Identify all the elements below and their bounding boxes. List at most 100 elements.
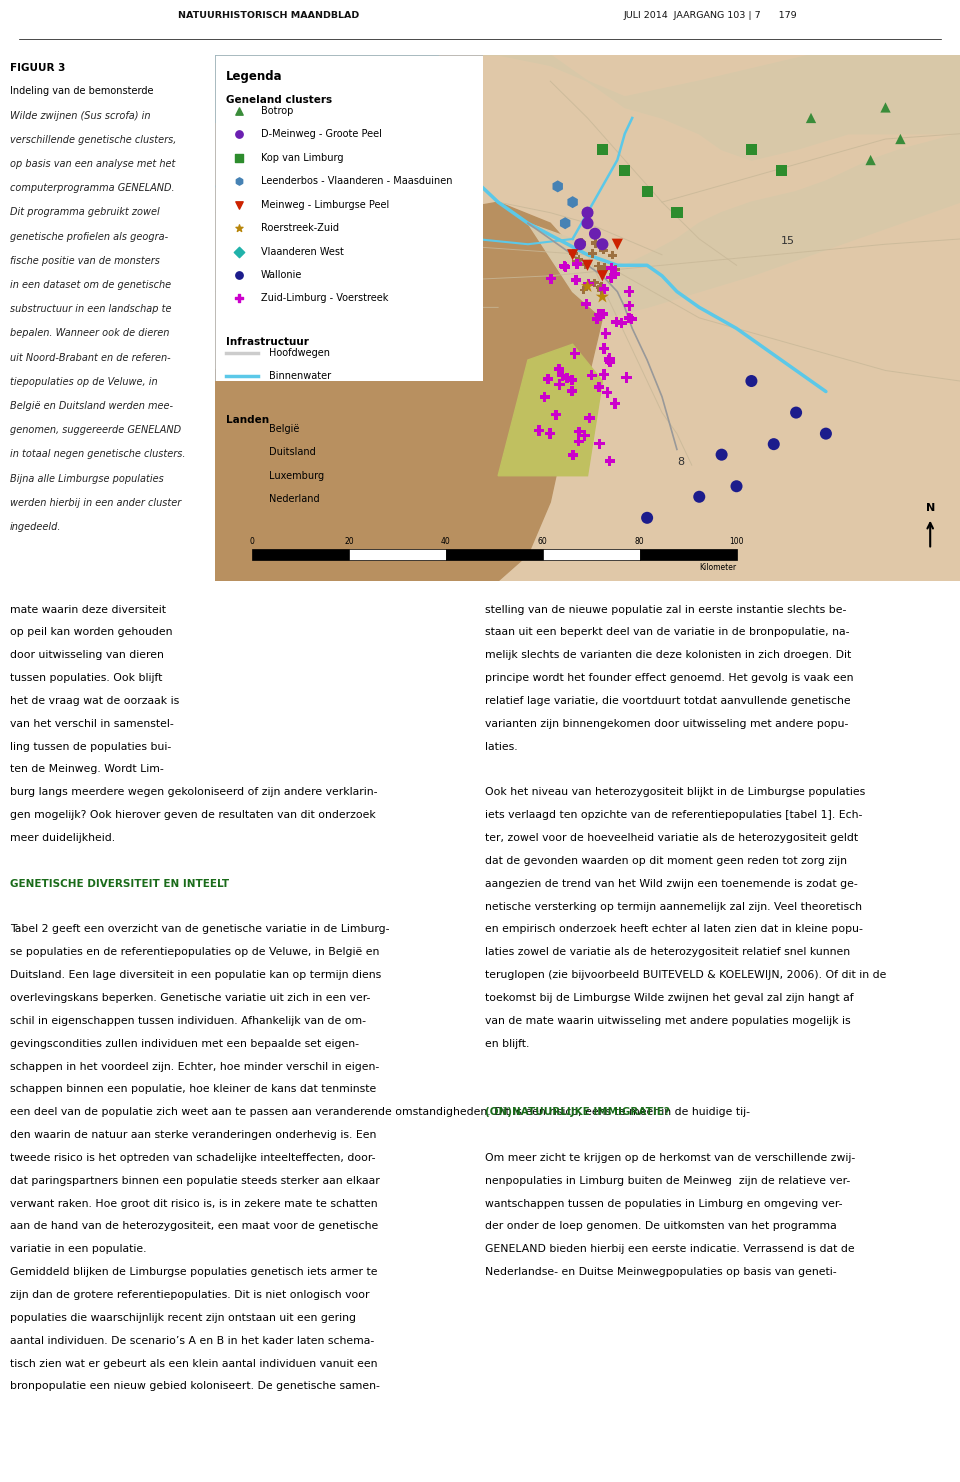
Text: schappen in het voordeel zijn. Echter, hoe minder verschil in eigen-: schappen in het voordeel zijn. Echter, h…	[10, 1061, 379, 1071]
Point	[591, 302, 607, 326]
Point	[565, 242, 581, 265]
Text: varianten zijn binnengekomen door uitwisseling met andere popu-: varianten zijn binnengekomen door uitwis…	[485, 719, 848, 729]
Point	[560, 366, 575, 390]
Text: 40: 40	[441, 536, 451, 545]
Polygon shape	[528, 133, 960, 319]
Text: substructuur in een landschap te: substructuur in een landschap te	[10, 304, 171, 314]
Text: Kop van Limburg: Kop van Limburg	[260, 153, 343, 163]
Text: wantschappen tussen de populaties in Limburg en omgeving ver-: wantschappen tussen de populaties in Lim…	[485, 1199, 842, 1209]
Text: Meinweg - Limburgse Peel: Meinweg - Limburgse Peel	[260, 200, 389, 209]
Point	[537, 385, 552, 409]
Point	[614, 311, 630, 335]
Text: JULI 2014  JAARGANG 103 | 7      179: JULI 2014 JAARGANG 103 | 7 179	[624, 10, 797, 19]
Point	[231, 145, 247, 169]
Text: tiepopulaties op de Veluwe, in: tiepopulaties op de Veluwe, in	[10, 376, 157, 387]
Point	[564, 243, 580, 267]
Point	[231, 169, 247, 193]
Point	[584, 363, 599, 387]
Text: op peil kan worden gehouden: op peil kan worden gehouden	[10, 627, 172, 637]
Point	[431, 359, 446, 382]
Text: genetische profielen als geogra-: genetische profielen als geogra-	[10, 231, 168, 242]
Bar	[252, 550, 349, 560]
Bar	[446, 550, 542, 560]
Text: 80: 80	[635, 536, 644, 545]
Point	[893, 127, 908, 151]
Text: Dit programma gebruikt zowel: Dit programma gebruikt zowel	[10, 207, 159, 218]
Point	[231, 99, 247, 123]
Text: Luxemburg: Luxemburg	[269, 471, 324, 480]
Point	[788, 400, 804, 424]
Point	[639, 179, 655, 203]
Point	[582, 406, 597, 430]
Point	[595, 233, 611, 256]
Point	[372, 317, 387, 341]
Point	[401, 348, 417, 372]
Text: van de mate waarin uitwisseling met andere populaties mogelijk is: van de mate waarin uitwisseling met ande…	[485, 1015, 851, 1026]
Point	[608, 258, 623, 282]
Point	[621, 305, 636, 329]
Point	[595, 285, 611, 308]
Text: variatie in een populatie.: variatie in een populatie.	[10, 1245, 146, 1254]
Text: Botrop: Botrop	[260, 105, 293, 116]
Text: 8: 8	[677, 458, 684, 467]
Point	[231, 122, 247, 145]
Text: Nederland: Nederland	[269, 495, 320, 504]
Point	[568, 268, 584, 292]
Text: Leenderbos - Vlaanderen - Maasduinen: Leenderbos - Vlaanderen - Maasduinen	[260, 176, 452, 187]
Text: toekomst bij de Limburgse Wilde zwijnen het geval zal zijn hangt af: toekomst bij de Limburgse Wilde zwijnen …	[485, 993, 853, 1003]
Point	[580, 274, 595, 298]
Point	[596, 258, 612, 282]
Point	[569, 252, 585, 276]
Point	[580, 202, 595, 225]
Point	[231, 264, 247, 288]
Point	[581, 273, 596, 296]
Point	[552, 372, 567, 396]
Point	[542, 421, 558, 445]
Text: op basis van een analyse met het: op basis van een analyse met het	[10, 159, 175, 169]
Text: Roerstreek-Zuid: Roerstreek-Zuid	[260, 222, 339, 233]
Text: Duitsland. Een lage diversiteit in een populatie kan op termijn diens: Duitsland. Een lage diversiteit in een p…	[10, 971, 381, 980]
Polygon shape	[215, 202, 603, 581]
Point	[602, 449, 617, 473]
Point	[565, 443, 581, 467]
Text: Indeling van de bemonsterde: Indeling van de bemonsterde	[10, 86, 153, 96]
Text: gevingscondities zullen individuen met een bepaalde set eigen-: gevingscondities zullen individuen met e…	[10, 1039, 359, 1049]
Polygon shape	[498, 344, 603, 476]
Text: Duitsland: Duitsland	[269, 448, 316, 458]
Point	[540, 368, 556, 391]
Text: in totaal negen genetische clusters.: in totaal negen genetische clusters.	[10, 449, 185, 459]
Point	[568, 250, 584, 274]
Point	[596, 336, 612, 360]
Point	[600, 381, 615, 405]
Text: en blijft.: en blijft.	[485, 1039, 529, 1049]
Text: se populaties en de referentiepopulaties op de Veluwe, in België en: se populaties en de referentiepopulaties…	[10, 947, 379, 957]
Point	[394, 264, 409, 288]
Point	[818, 422, 833, 446]
Text: 20: 20	[345, 536, 354, 545]
Text: verschillende genetische clusters,: verschillende genetische clusters,	[10, 135, 176, 145]
Point	[558, 212, 573, 236]
Text: 60: 60	[538, 536, 548, 545]
Point	[580, 253, 595, 277]
Point	[729, 474, 744, 498]
Point	[231, 240, 247, 264]
Point	[804, 107, 819, 130]
Text: laties zowel de variatie als de heterozygositeit relatief snel kunnen: laties zowel de variatie als de heterozy…	[485, 947, 850, 957]
Text: Gemiddeld blijken de Limburgse populaties genetisch iets armer te: Gemiddeld blijken de Limburgse populatie…	[10, 1267, 377, 1277]
Bar	[349, 550, 446, 560]
Point	[580, 212, 595, 236]
Point	[603, 265, 618, 289]
Text: Legenda: Legenda	[226, 70, 282, 83]
Text: overlevingskans beperken. Genetische variatie uit zich in een ver-: overlevingskans beperken. Genetische var…	[10, 993, 370, 1003]
Text: schappen binnen een populatie, hoe kleiner de kans dat tenminste: schappen binnen een populatie, hoe klein…	[10, 1085, 376, 1094]
Text: netische versterking op termijn aannemelijk zal zijn. Veel theoretisch: netische versterking op termijn aannemel…	[485, 901, 862, 911]
Text: Infrastructuur: Infrastructuur	[226, 338, 309, 347]
Point	[587, 271, 602, 295]
Text: Vlaanderen West: Vlaanderen West	[260, 246, 344, 256]
Point	[863, 148, 878, 172]
Point	[622, 280, 637, 304]
Point	[591, 255, 607, 279]
Point	[602, 347, 617, 370]
Text: Tabel 2 geeft een overzicht van de genetische variatie in de Limburg-: Tabel 2 geeft een overzicht van de genet…	[10, 925, 389, 935]
Bar	[226, 492, 258, 507]
